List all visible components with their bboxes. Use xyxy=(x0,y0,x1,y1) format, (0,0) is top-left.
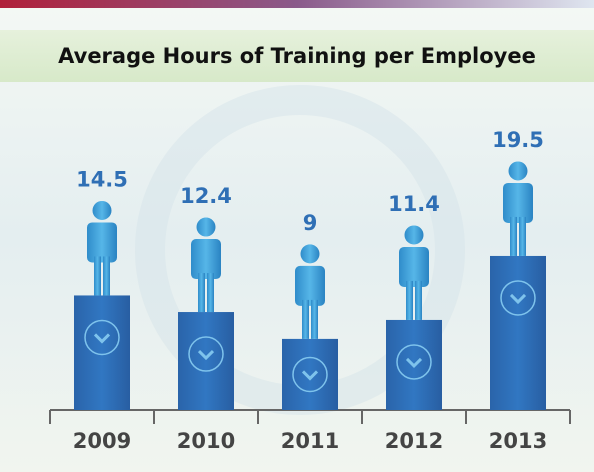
person-head xyxy=(197,218,216,237)
bar xyxy=(490,256,546,410)
value-label: 12.4 xyxy=(180,184,232,208)
person-head xyxy=(405,225,424,244)
person-leg xyxy=(207,273,214,312)
x-tick-label: 2009 xyxy=(73,429,131,453)
person-leg xyxy=(510,217,517,256)
value-label: 9 xyxy=(303,211,318,235)
chart: Average Hours of Training per Employee 1… xyxy=(0,0,594,472)
person-leg xyxy=(94,256,101,295)
person-body xyxy=(399,247,429,287)
person-leg xyxy=(415,281,422,320)
x-tick-label: 2010 xyxy=(177,429,235,453)
bar xyxy=(282,339,338,410)
top-stripe xyxy=(0,0,594,8)
person-head xyxy=(509,161,528,180)
person-body xyxy=(503,183,533,223)
person-leg xyxy=(406,281,413,320)
value-label: 11.4 xyxy=(388,192,440,216)
person-body xyxy=(87,222,117,262)
person-body xyxy=(295,266,325,306)
x-tick-label: 2011 xyxy=(281,429,339,453)
person-body xyxy=(191,239,221,279)
bar xyxy=(178,312,234,410)
person-leg xyxy=(519,217,526,256)
person-head xyxy=(301,244,320,263)
value-label: 19.5 xyxy=(492,128,544,152)
person-leg xyxy=(311,300,318,339)
x-tick-label: 2013 xyxy=(489,429,547,453)
person-head xyxy=(93,201,112,220)
chart-title: Average Hours of Training per Employee xyxy=(58,44,536,68)
person-leg xyxy=(103,256,110,295)
value-label: 14.5 xyxy=(76,167,128,191)
person-leg xyxy=(302,300,309,339)
bar xyxy=(74,295,130,410)
person-leg xyxy=(198,273,205,312)
x-tick-label: 2012 xyxy=(385,429,443,453)
